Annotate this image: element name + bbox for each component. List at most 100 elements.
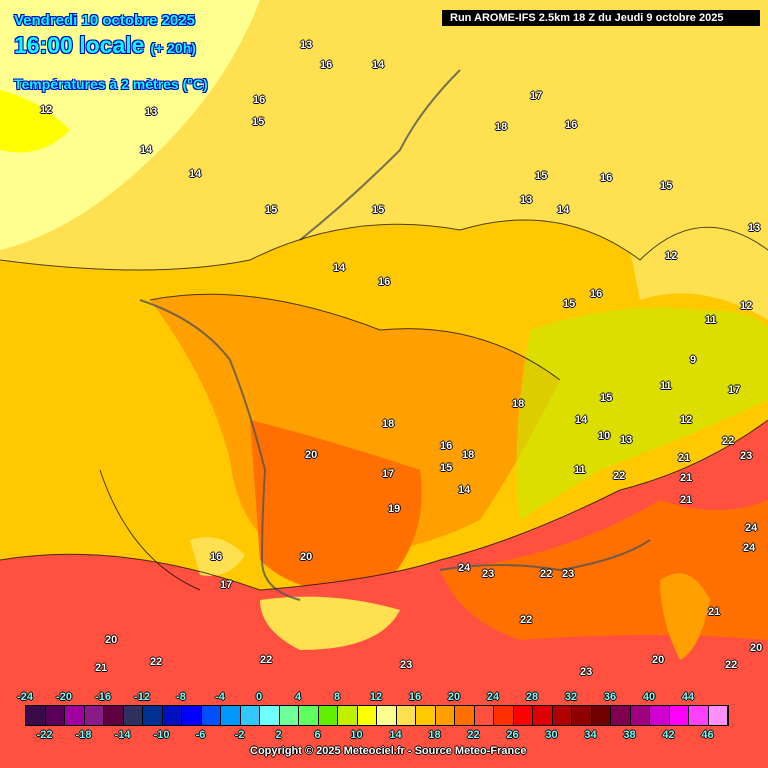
legend-tick-bottom: 6 [314, 729, 321, 741]
contour-label: 11 [574, 464, 586, 476]
legend-swatch [494, 706, 514, 725]
legend-tick-top: 32 [564, 691, 578, 703]
contour-label: 22 [722, 435, 735, 447]
contour-label: 13 [748, 222, 761, 234]
contour-label: 14 [140, 144, 153, 156]
contour-label: 22 [725, 659, 738, 671]
legend-tick-top: 28 [525, 691, 539, 703]
legend-tick-top: -12 [134, 691, 150, 703]
legend-tick-top: -24 [17, 691, 33, 703]
contour-label: 12 [740, 300, 753, 312]
contour-label: 14 [458, 484, 471, 496]
contour-label: 19 [388, 503, 401, 515]
legend-tick-top: 40 [642, 691, 656, 703]
zone-pyrenees [260, 596, 400, 650]
legend-swatch [299, 706, 319, 725]
variable-title: Températures à 2 mètres (°C) [14, 76, 208, 92]
legend-swatch [630, 706, 650, 725]
legend-swatch [162, 706, 182, 725]
contour-label: 22 [520, 614, 533, 626]
contour-label: 12 [40, 104, 53, 116]
contour-label: 14 [575, 414, 588, 426]
legend-tick-top: 16 [408, 691, 422, 703]
contour-label: 23 [740, 450, 753, 462]
legend-tick-bottom: 38 [623, 729, 636, 741]
legend-swatch [416, 706, 436, 725]
legend-swatch [318, 706, 338, 725]
legend-tick-top: 24 [486, 691, 500, 703]
legend-swatch [708, 706, 728, 725]
legend-tick-top: 20 [447, 691, 461, 703]
contour-label: 10 [598, 430, 611, 442]
contour-label: 15 [265, 204, 278, 216]
legend-tick-top: 8 [333, 691, 341, 703]
contour-label: 22 [613, 470, 626, 482]
legend-swatch [104, 706, 124, 725]
legend-tick-bottom: -2 [234, 729, 245, 741]
contour-label: 20 [300, 551, 313, 563]
copyright: Copyright © 2025 Meteociel.fr - Source M… [250, 745, 527, 757]
legend-tick-bottom: 34 [584, 729, 597, 741]
legend-tick-bottom: 46 [701, 729, 714, 741]
contour-label: 16 [210, 551, 223, 563]
contour-label: 20 [750, 642, 763, 654]
contour-label: 15 [563, 298, 576, 310]
contour-label: 24 [458, 562, 471, 574]
legend-tick-top: 36 [603, 691, 617, 703]
legend-tick-bottom: 22 [467, 729, 480, 741]
contour-label: 12 [680, 414, 693, 426]
zone-central-france [150, 294, 560, 560]
contour-label: 23 [400, 659, 413, 671]
legend-swatch [669, 706, 689, 725]
contour-label: 9 [690, 354, 697, 366]
zone-northwest [0, 0, 260, 250]
legend-tick-top: -4 [215, 691, 225, 703]
contour-label: 15 [252, 116, 265, 128]
forecast-date: Vendredi 10 octobre 2025 [14, 12, 195, 29]
run-info: Run AROME-IFS 2.5km 18 Z du Jeudi 9 octo… [442, 10, 760, 26]
contour-label: 14 [189, 168, 202, 180]
contour-label: 14 [333, 262, 346, 274]
contour-label: 13 [145, 106, 158, 118]
zone-northeast [600, 93, 768, 320]
contour-label: 16 [253, 94, 266, 106]
contour-label: 17 [530, 90, 543, 102]
legend-swatch [182, 706, 202, 725]
contour-label: 22 [150, 656, 163, 668]
contour-label: 15 [535, 170, 548, 182]
contour-label: 24 [745, 522, 758, 534]
legend-swatch [689, 706, 709, 725]
legend-tick-bottom: 30 [545, 729, 558, 741]
contour-label: 22 [540, 568, 553, 580]
zone-southwest [250, 420, 422, 592]
legend-swatch [474, 706, 494, 725]
contour-label: 17 [728, 384, 741, 396]
legend-swatch [435, 706, 455, 725]
legend-swatch [26, 706, 46, 725]
contour-label: 20 [105, 634, 118, 646]
legend-tick-top: -16 [95, 691, 111, 703]
legend-tick-top: 0 [255, 691, 263, 703]
zone-cold-patch [0, 90, 70, 153]
contour-label: 21 [95, 662, 108, 674]
zone-atlantic-patch [190, 537, 245, 576]
contour-label: 12 [665, 250, 678, 262]
legend-tick-bottom: 14 [389, 729, 402, 741]
local-time: 16:00 locale [14, 32, 145, 58]
legend-tick-bottom: 18 [428, 729, 441, 741]
legend-tick-top: -20 [56, 691, 72, 703]
contour-label: 23 [562, 568, 575, 580]
contour-label: 21 [680, 472, 693, 484]
contour-label: 16 [440, 440, 453, 452]
contours [0, 219, 768, 591]
contour-label: 20 [305, 449, 318, 461]
legend-tick-bottom: -18 [75, 729, 92, 741]
contour-label: 20 [652, 654, 665, 666]
legend-swatch [338, 706, 358, 725]
legend-swatch [552, 706, 572, 725]
legend-swatch [377, 706, 397, 725]
legend-swatch [143, 706, 163, 725]
zone-corsica [660, 573, 710, 660]
legend-tick-bottom: 42 [662, 729, 675, 741]
